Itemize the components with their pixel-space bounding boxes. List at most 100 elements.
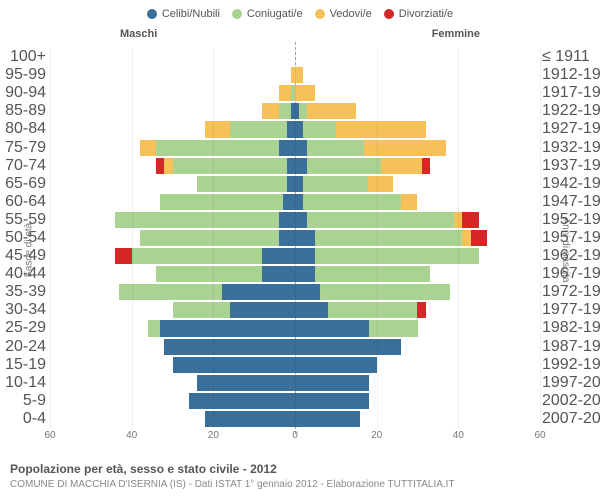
plot-area: 0-42007-20115-92002-200610-141997-200115… bbox=[50, 48, 540, 428]
age-label: 50-54 bbox=[0, 229, 46, 247]
x-tick: 20 bbox=[208, 430, 219, 441]
bar-female bbox=[295, 121, 540, 137]
segment-married bbox=[328, 302, 418, 318]
segment-divorced bbox=[115, 248, 131, 264]
x-tick: 40 bbox=[126, 430, 137, 441]
segment-married bbox=[307, 158, 381, 174]
birth-year-label: 1972-1976 bbox=[542, 283, 598, 301]
segment-married bbox=[315, 248, 478, 264]
bar-female bbox=[295, 266, 540, 282]
legend-label-single: Celibi/Nubili bbox=[162, 8, 220, 20]
segment-married bbox=[160, 194, 283, 210]
age-label: 10-14 bbox=[0, 374, 46, 392]
segment-single bbox=[295, 320, 369, 336]
segment-widowed bbox=[205, 121, 230, 137]
age-label: 25-29 bbox=[0, 319, 46, 337]
segment-married bbox=[119, 284, 221, 300]
bar-female bbox=[295, 67, 540, 83]
segment-widowed bbox=[336, 121, 426, 137]
segment-married bbox=[173, 302, 230, 318]
age-label: 70-74 bbox=[0, 157, 46, 175]
segment-single bbox=[295, 266, 315, 282]
birth-year-label: 1952-1956 bbox=[542, 211, 598, 229]
segment-single bbox=[262, 248, 295, 264]
birth-year-label: 1917-1921 bbox=[542, 84, 598, 102]
bar-male bbox=[50, 176, 295, 192]
bar-male bbox=[50, 339, 295, 355]
segment-single bbox=[295, 284, 320, 300]
bar-female bbox=[295, 393, 540, 409]
birth-year-label: 2007-2011 bbox=[542, 410, 598, 428]
age-label: 95-99 bbox=[0, 66, 46, 84]
bar-female bbox=[295, 103, 540, 119]
segment-widowed bbox=[295, 67, 303, 83]
segment-married bbox=[132, 248, 263, 264]
birth-year-label: 1987-1991 bbox=[542, 338, 598, 356]
segment-single bbox=[295, 302, 328, 318]
legend: Celibi/NubiliConiugati/eVedovi/eDivorzia… bbox=[0, 8, 600, 22]
age-label: 55-59 bbox=[0, 211, 46, 229]
x-axis: 6040200204060 bbox=[50, 430, 540, 444]
bar-female bbox=[295, 194, 540, 210]
bar-female bbox=[295, 85, 540, 101]
segment-widowed bbox=[381, 158, 422, 174]
birth-year-label: 1992-1996 bbox=[542, 356, 598, 374]
population-pyramid-chart: Celibi/NubiliConiugati/eVedovi/eDivorzia… bbox=[0, 0, 600, 500]
segment-widowed bbox=[368, 176, 393, 192]
x-tick: 60 bbox=[44, 430, 55, 441]
bar-male bbox=[50, 121, 295, 137]
age-label: 35-39 bbox=[0, 283, 46, 301]
bar-female bbox=[295, 158, 540, 174]
segment-single bbox=[295, 176, 303, 192]
segment-married bbox=[303, 176, 368, 192]
segment-divorced bbox=[462, 212, 478, 228]
legend-item-widowed: Vedovi/e bbox=[315, 8, 372, 20]
x-gridline bbox=[295, 48, 296, 428]
x-tick: 40 bbox=[453, 430, 464, 441]
segment-married bbox=[115, 212, 278, 228]
age-label: 0-4 bbox=[0, 410, 46, 428]
bar-female bbox=[295, 248, 540, 264]
age-label: 80-84 bbox=[0, 120, 46, 138]
bar-female bbox=[295, 320, 540, 336]
segment-widowed bbox=[462, 230, 470, 246]
segment-married bbox=[140, 230, 279, 246]
segment-married bbox=[307, 140, 364, 156]
x-gridline bbox=[458, 48, 459, 428]
x-gridline bbox=[377, 48, 378, 428]
segment-married bbox=[303, 194, 401, 210]
segment-single bbox=[279, 212, 295, 228]
segment-widowed bbox=[262, 103, 278, 119]
segment-divorced bbox=[471, 230, 487, 246]
bar-male bbox=[50, 411, 295, 427]
bar-female bbox=[295, 212, 540, 228]
bar-female bbox=[295, 230, 540, 246]
legend-label-married: Coniugati/e bbox=[247, 8, 303, 20]
birth-year-label: 1932-1936 bbox=[542, 139, 598, 157]
segment-single bbox=[295, 411, 360, 427]
bar-male bbox=[50, 284, 295, 300]
segment-single bbox=[295, 230, 315, 246]
legend-label-widowed: Vedovi/e bbox=[330, 8, 372, 20]
legend-swatch-widowed bbox=[315, 9, 325, 19]
legend-swatch-single bbox=[147, 9, 157, 19]
x-tick: 60 bbox=[534, 430, 545, 441]
segment-single bbox=[295, 248, 315, 264]
bar-female bbox=[295, 176, 540, 192]
segment-single bbox=[222, 284, 296, 300]
segment-single bbox=[295, 212, 307, 228]
segment-single bbox=[295, 339, 401, 355]
bar-male bbox=[50, 85, 295, 101]
segment-single bbox=[295, 140, 307, 156]
age-label: 20-24 bbox=[0, 338, 46, 356]
segment-widowed bbox=[164, 158, 172, 174]
bar-male bbox=[50, 357, 295, 373]
age-label: 60-64 bbox=[0, 193, 46, 211]
segment-married bbox=[230, 121, 287, 137]
bar-male bbox=[50, 103, 295, 119]
bar-female bbox=[295, 284, 540, 300]
chart-footer: Popolazione per età, sesso e stato civil… bbox=[10, 461, 455, 492]
gender-labels: Maschi Femmine bbox=[0, 28, 600, 44]
segment-married bbox=[279, 103, 291, 119]
bar-female bbox=[295, 49, 540, 65]
